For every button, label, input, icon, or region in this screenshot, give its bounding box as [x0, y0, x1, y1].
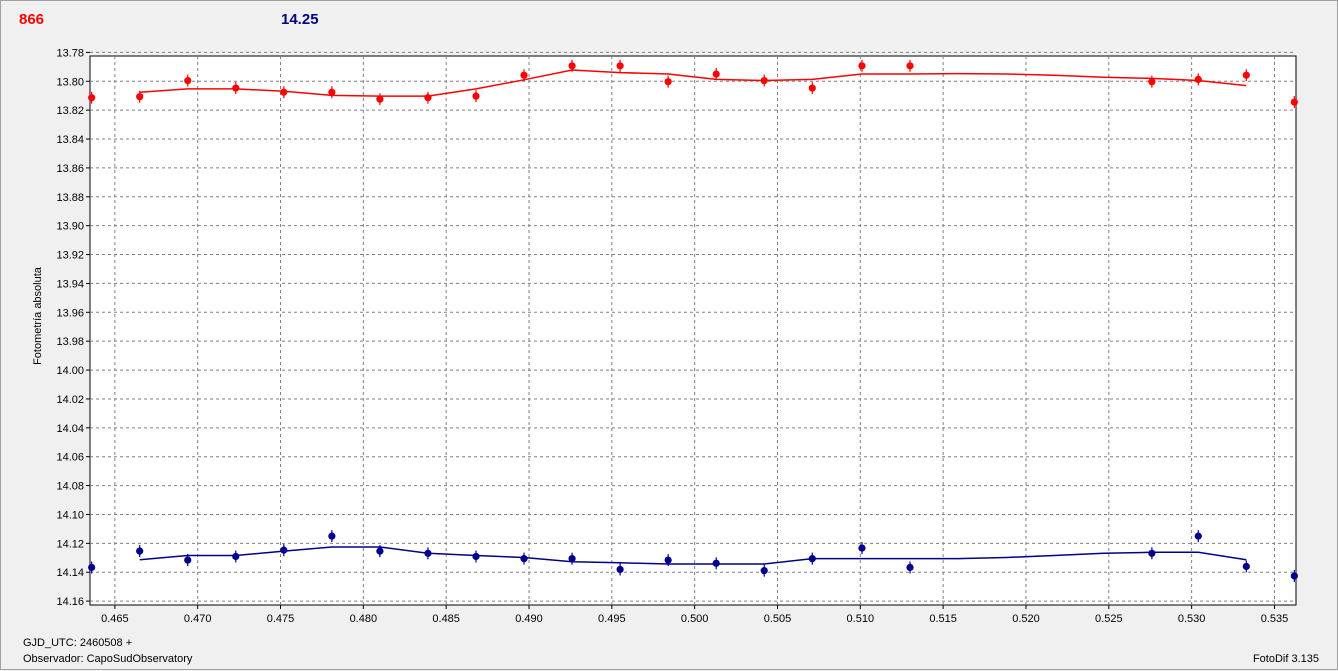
y-tick-label: 13.80	[56, 76, 84, 88]
series-0-point	[280, 88, 288, 96]
y-tick-label: 13.92	[56, 250, 84, 262]
series-1-point	[1148, 549, 1156, 557]
header-value-red: 866	[19, 11, 45, 28]
y-tick-label: 13.98	[56, 336, 84, 348]
y-tick-label: 13.94	[56, 278, 84, 290]
version-label: FotoDif 3.135	[1252, 653, 1319, 665]
series-1-point	[424, 549, 432, 557]
series-1-point	[858, 544, 866, 552]
y-tick-label: 14.08	[56, 481, 84, 493]
x-tick-label: 0.500	[681, 613, 709, 625]
y-tick-label: 13.90	[56, 221, 84, 233]
series-1-point	[280, 546, 288, 554]
series-0-point	[616, 62, 624, 70]
observer-label: Observador: CapoSudObservatory	[23, 653, 193, 665]
y-tick-label: 14.12	[56, 538, 84, 550]
series-1-point	[520, 555, 528, 563]
series-0-point	[1242, 71, 1250, 79]
header-value-blue: 14.25	[281, 11, 319, 28]
plot-area	[89, 55, 1297, 606]
x-tick-label: 0.465	[101, 613, 129, 625]
series-1-point	[184, 556, 192, 564]
x-tick-label: 0.535	[1261, 613, 1289, 625]
series-0-point	[520, 71, 528, 79]
x-tick-label: 0.495	[598, 613, 626, 625]
series-1-point	[472, 552, 480, 561]
series-0-point	[1290, 98, 1298, 106]
series-0-point	[184, 76, 192, 85]
series-1-point	[616, 565, 624, 574]
series-0-point	[136, 93, 144, 101]
series-1-fit-line	[139, 546, 1247, 565]
x-tick-label: 0.485	[432, 613, 460, 625]
series-1-point	[906, 563, 914, 572]
series-0-point	[472, 92, 480, 100]
series-0-point	[376, 95, 384, 103]
x-tick-label: 0.510	[847, 613, 875, 625]
gjd-utc-label: GJD_UTC: 2460508 +	[23, 637, 133, 649]
series-0-point	[88, 94, 96, 102]
series-0-fit-line	[139, 69, 1247, 97]
series-0-point	[568, 62, 576, 70]
y-tick-label: 13.84	[56, 134, 84, 146]
x-tick-label: 0.480	[350, 613, 378, 625]
series-1-point	[1242, 562, 1250, 571]
y-tick-label: 14.14	[56, 567, 84, 579]
y-tick-label: 14.16	[56, 596, 84, 608]
series-1-point	[760, 567, 768, 575]
x-tick-label: 0.530	[1178, 613, 1206, 625]
x-tick-label: 0.505	[764, 613, 792, 625]
y-tick-label: 13.78	[56, 47, 84, 59]
y-tick-label: 13.86	[56, 163, 84, 175]
series-0-point	[760, 76, 768, 85]
series-0-point	[232, 84, 240, 92]
y-tick-label: 13.88	[56, 192, 84, 204]
series-0-point	[328, 88, 336, 96]
series-0-point	[664, 78, 672, 86]
series-0-point	[906, 62, 914, 70]
y-tick-label: 14.06	[56, 452, 84, 464]
y-axis-label: Fotometría absoluta	[32, 266, 44, 365]
series-0-point	[712, 70, 720, 78]
series-1-point	[712, 559, 720, 567]
series-1-point	[328, 532, 336, 540]
series-1-point	[1290, 572, 1298, 580]
y-tick-label: 13.82	[56, 105, 84, 117]
series-0-point	[808, 84, 816, 92]
y-tick-label: 14.04	[56, 423, 84, 435]
x-tick-label: 0.470	[184, 613, 212, 625]
series-0-point	[1148, 78, 1156, 86]
x-tick-label: 0.515	[929, 613, 957, 625]
series-1-point	[568, 555, 576, 563]
series-1-point	[136, 547, 144, 555]
x-tick-label: 0.490	[515, 613, 543, 625]
y-tick-label: 14.02	[56, 394, 84, 406]
y-tick-label: 13.96	[56, 307, 84, 319]
x-tick-label: 0.475	[267, 613, 295, 625]
series-1-point	[664, 556, 672, 564]
x-tick-label: 0.520	[1012, 613, 1040, 625]
series-0-point	[1194, 75, 1202, 83]
x-tick-label: 0.525	[1095, 613, 1123, 625]
series-0-point	[424, 94, 432, 102]
series-1-point	[1194, 532, 1202, 540]
series-0-point	[858, 62, 866, 70]
series-1-point	[232, 552, 240, 561]
y-tick-label: 14.00	[56, 365, 84, 377]
series-1-point	[808, 555, 816, 563]
series-1-point	[376, 547, 384, 555]
series-1-point	[88, 563, 96, 572]
y-tick-label: 14.10	[56, 509, 84, 521]
